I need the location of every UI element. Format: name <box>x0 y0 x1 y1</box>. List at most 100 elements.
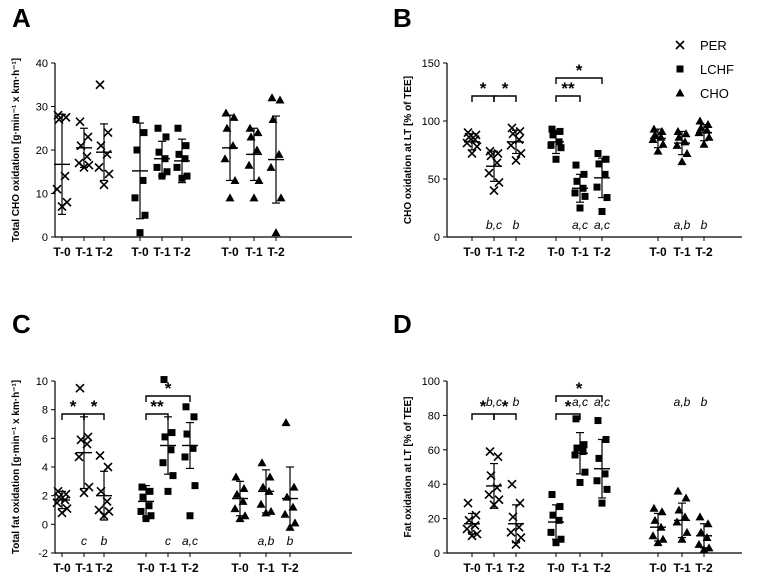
data-point <box>265 472 275 481</box>
x-tick-label: T-0 <box>137 561 155 575</box>
group-per: T-0 T-1 T-2 <box>52 80 114 259</box>
data-point <box>249 193 259 202</box>
data-point <box>656 132 666 141</box>
data-point <box>594 149 602 157</box>
data-point <box>508 512 518 522</box>
data-point <box>145 502 153 510</box>
y-tick-label: 20 <box>36 145 48 157</box>
data-point <box>266 162 276 171</box>
data-point <box>674 505 684 514</box>
data-point <box>275 95 285 104</box>
data-point <box>515 126 525 137</box>
data-point <box>146 487 154 495</box>
data-point <box>222 123 232 132</box>
y-tick-label: 150 <box>422 58 440 70</box>
y-tick-label: 10 <box>36 376 48 388</box>
data-point <box>516 532 526 543</box>
data-point <box>580 170 588 178</box>
data-point <box>95 450 105 461</box>
data-point <box>598 207 606 215</box>
significance-bracket <box>493 413 517 420</box>
significance-letter: a,b <box>674 218 691 232</box>
data-point <box>246 132 256 141</box>
significance-letter: b <box>513 218 520 232</box>
data-point <box>467 531 477 541</box>
data-point <box>673 126 683 135</box>
x-tick-label: T-1 <box>245 245 263 259</box>
significance-star: * <box>165 379 172 398</box>
data-point <box>103 462 113 472</box>
x-tick-label: T-1 <box>673 561 691 575</box>
data-point <box>96 141 106 151</box>
panel-C: C -2 0 2 4 6 8 10 Total fat oxidation [g·min⁻¹ x… <box>11 309 352 575</box>
y-axis-label: Total fat oxidation [g·min⁻¹ x km·h⁻¹] <box>11 380 22 554</box>
significance-letter: a,b <box>674 395 691 409</box>
data-point <box>489 186 499 196</box>
x-tick-label: T-2 <box>507 245 525 259</box>
data-point <box>271 228 281 237</box>
x-tick-label: T-2 <box>95 561 113 575</box>
data-point <box>696 527 706 536</box>
data-point <box>694 539 704 548</box>
y-tick-label: 30 <box>36 102 48 114</box>
data-point <box>492 483 502 493</box>
data-point <box>552 155 560 163</box>
significance-star: ** <box>150 397 164 416</box>
data-point <box>681 129 691 138</box>
x-tick-label: T-2 <box>281 561 299 575</box>
data-point <box>94 162 104 172</box>
data-point <box>221 108 231 117</box>
x-tick-label: T-2 <box>95 245 113 259</box>
data-point <box>181 453 189 461</box>
data-point <box>511 155 521 166</box>
data-point <box>225 193 235 202</box>
data-point <box>601 470 609 478</box>
data-point <box>602 435 610 443</box>
data-point <box>682 148 692 157</box>
data-point <box>244 160 254 169</box>
significance-star: * <box>480 79 487 98</box>
data-point <box>471 510 481 520</box>
panel-letter: D <box>393 309 412 339</box>
y-tick-label: 40 <box>428 479 440 491</box>
legend-label: CHO <box>700 86 729 101</box>
data-point <box>182 142 190 150</box>
data-point <box>289 482 299 491</box>
data-point <box>649 503 659 512</box>
data-point <box>489 500 499 510</box>
data-point <box>75 117 85 127</box>
data-point <box>506 527 516 537</box>
data-point <box>232 489 242 498</box>
data-point <box>174 124 182 132</box>
data-point <box>464 132 474 142</box>
data-point <box>84 160 94 170</box>
data-point <box>648 531 658 540</box>
x-tick-label: T-1 <box>153 245 171 259</box>
data-point <box>547 141 555 149</box>
x-tick-label: T-2 <box>181 561 199 575</box>
panel-A: A 0 10 20 30 40 Total CHO oxidation [g·min⁻¹ x… <box>11 3 352 259</box>
data-point <box>571 451 579 459</box>
data-point <box>57 508 67 518</box>
data-point <box>189 444 197 452</box>
y-tick-label: 20 <box>428 514 440 526</box>
y-tick-label: 4 <box>42 462 48 474</box>
data-point <box>285 522 295 531</box>
significance-letter: a,c <box>572 218 588 232</box>
significance-letter: a,c <box>572 395 588 409</box>
data-point <box>79 162 89 172</box>
data-point <box>173 163 181 171</box>
x-tick-label: T-0 <box>463 245 481 259</box>
data-point <box>486 471 496 481</box>
data-point <box>556 503 564 511</box>
data-point <box>76 435 86 445</box>
data-point <box>190 413 198 421</box>
data-point <box>472 529 482 539</box>
group-lchf: T-0 T-1 T-2 <box>547 125 611 259</box>
data-point <box>682 527 692 536</box>
data-point <box>238 496 248 505</box>
x-tick-label: T-0 <box>231 561 249 575</box>
data-point <box>580 441 588 449</box>
data-point <box>54 114 64 125</box>
x-tick-label: T-1 <box>159 561 177 575</box>
